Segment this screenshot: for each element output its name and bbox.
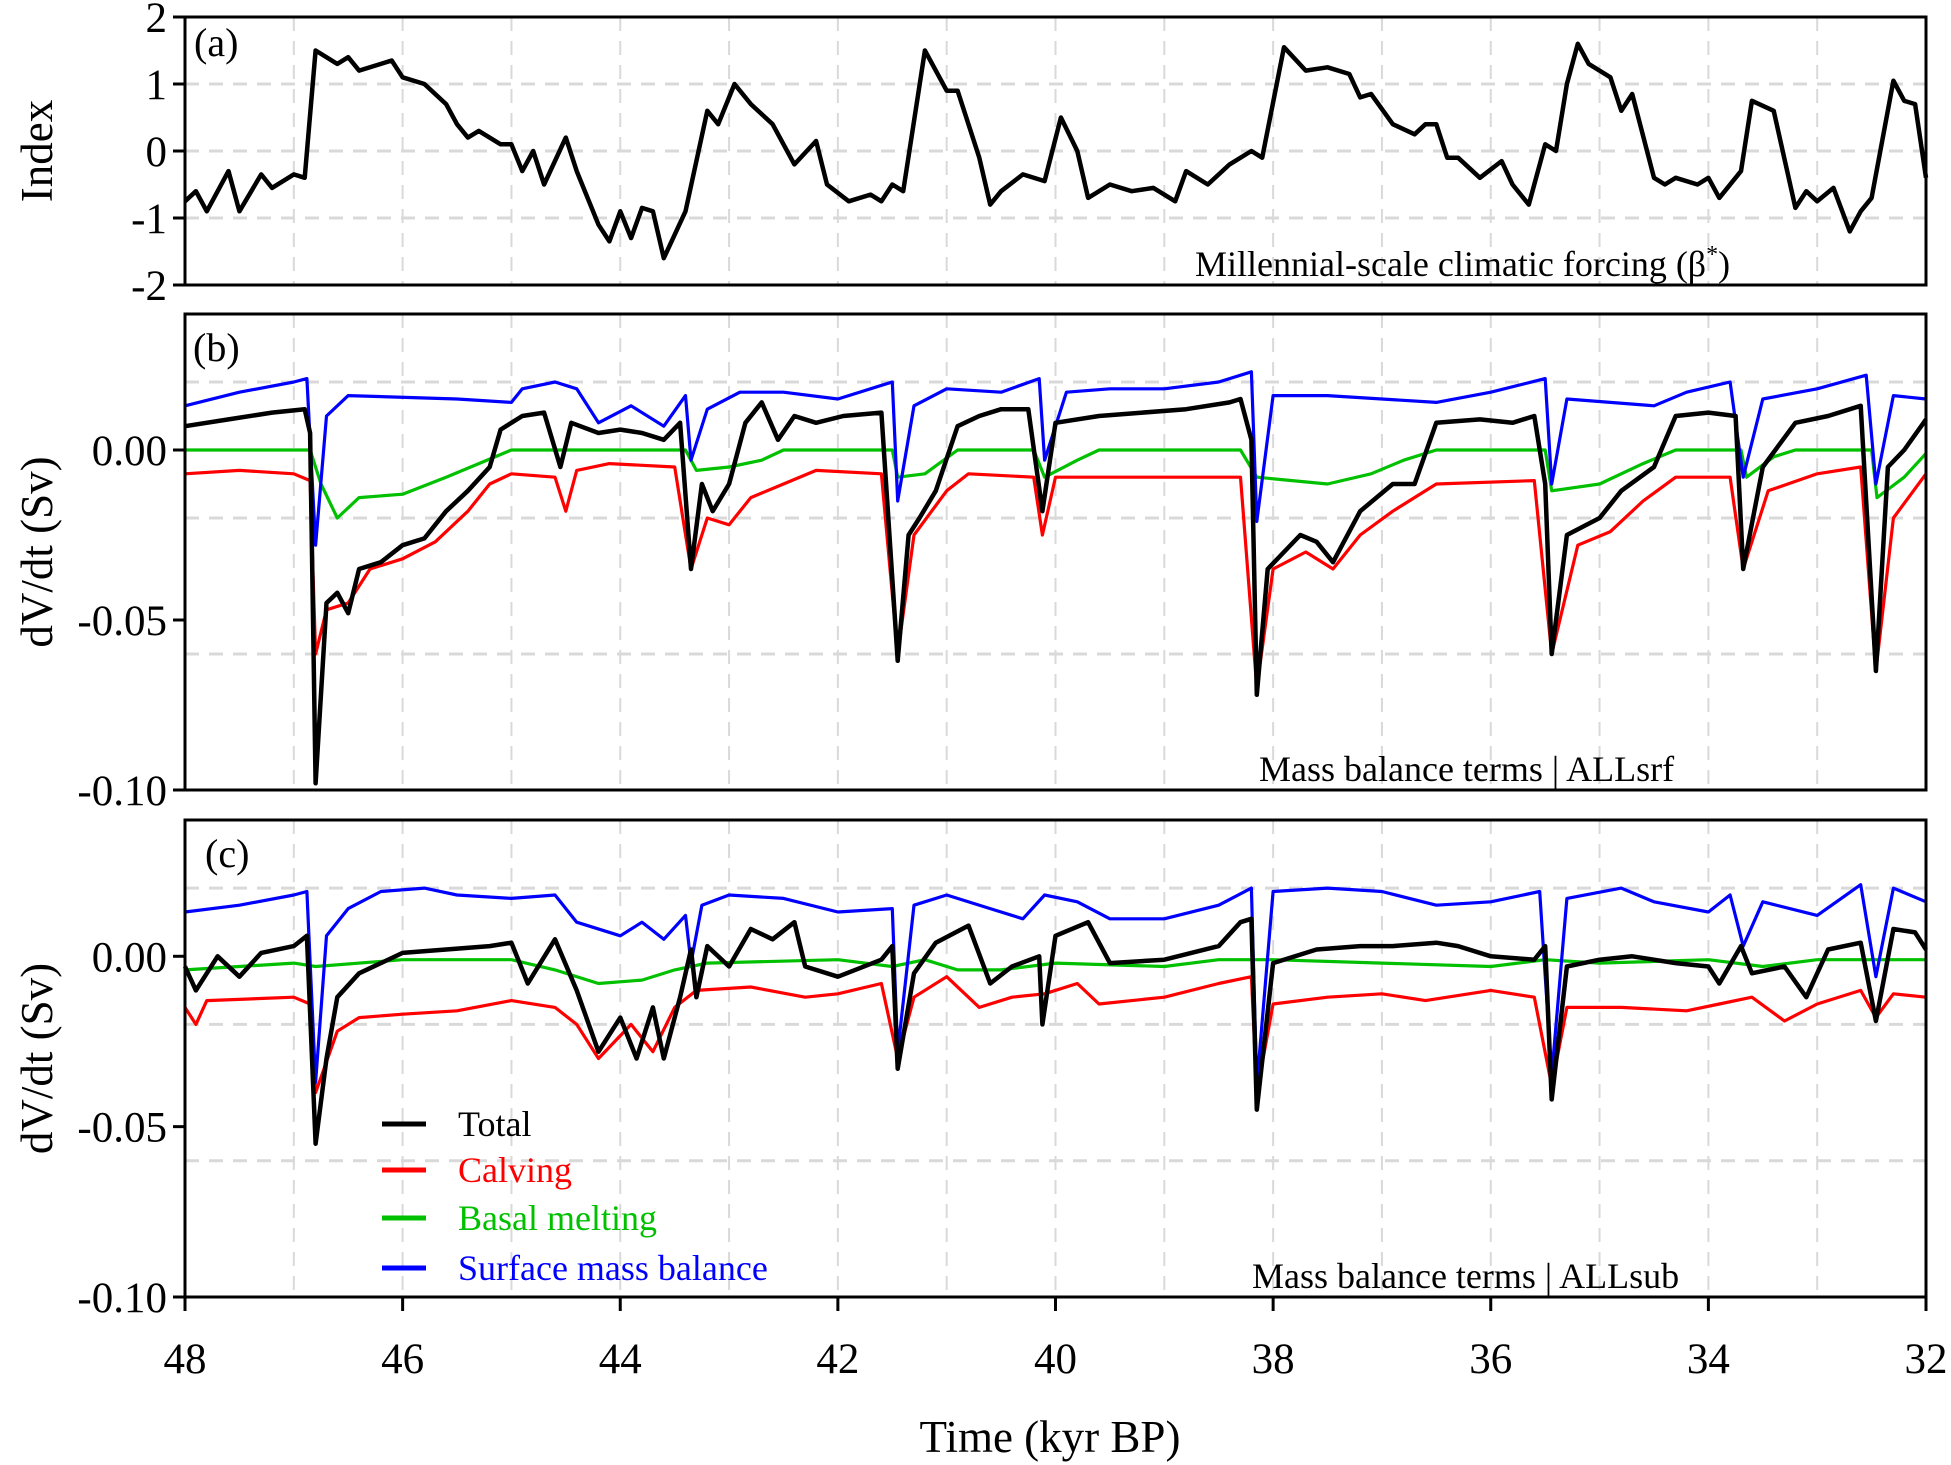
y-tick-label: 0.00 <box>92 934 167 981</box>
series-line-total <box>182 916 1928 1146</box>
x-axis-title: Time (kyr BP) <box>920 1412 1181 1462</box>
series-line-index <box>183 41 1929 261</box>
panel-annotation: Millennial-scale climatic forcing (β*) <box>1195 242 1730 284</box>
series-line-calving <box>183 975 1927 1095</box>
x-tick-label: 32 <box>1905 1336 1948 1383</box>
y-tick-label: 2 <box>146 0 168 42</box>
x-tick-label: 46 <box>381 1336 424 1383</box>
y-tick-label: 0.00 <box>92 428 167 475</box>
legend-label: Calving <box>458 1150 572 1190</box>
series-line-surface-mass-balance <box>184 883 1927 1088</box>
y-tick-label: -0.10 <box>77 1275 167 1322</box>
x-tick-label: 48 <box>164 1336 207 1383</box>
legend-label: Surface mass balance <box>458 1248 768 1288</box>
legend-label: Total <box>458 1104 531 1144</box>
x-tick-label: 38 <box>1252 1336 1295 1383</box>
legend: Total Calving Basal melting Surface mass ba… <box>382 1104 768 1288</box>
y-tick-label: -0.05 <box>77 1105 167 1152</box>
series-line-surface-mass-balance <box>184 370 1927 547</box>
y-tick-label: -0.10 <box>77 768 167 815</box>
panel-label: (b) <box>193 325 240 370</box>
series-line-total <box>184 396 1928 786</box>
x-tick-label: 42 <box>816 1336 859 1383</box>
panel-annotation: Mass balance terms | ALLsrf <box>1259 749 1674 789</box>
y-tick-label: -0.05 <box>77 598 167 645</box>
x-tick-label: 40 <box>1034 1336 1077 1383</box>
y-tick-label: 0 <box>146 129 168 176</box>
panel-b: 0.00 -0.05 -0.10 dV/dt (Sv) (b) Mass balance … <box>12 312 1928 815</box>
y-axis-title: dV/dt (Sv) <box>12 963 62 1154</box>
series-line-calving <box>184 462 1928 690</box>
panel-label: (c) <box>205 831 249 876</box>
series-line-basal-melting <box>185 448 1928 520</box>
panel-annotation: Mass balance terms | ALLsub <box>1252 1256 1679 1296</box>
x-tick-label: 36 <box>1469 1336 1512 1383</box>
x-tick-label: 44 <box>599 1336 642 1383</box>
y-tick-label: -1 <box>131 196 167 243</box>
y-axis-title: Index <box>12 100 62 202</box>
legend-label: Basal melting <box>458 1198 657 1238</box>
panel-label: (a) <box>194 20 238 65</box>
x-tick-label: 34 <box>1687 1336 1730 1383</box>
panel-a: 2 1 0 -1 -2 Index (a) Millennial-scale climatic… <box>12 0 1929 310</box>
y-axis-title: dV/dt (Sv) <box>12 456 62 647</box>
plot-frame <box>183 312 1928 792</box>
y-tick-label: -2 <box>131 263 167 310</box>
panel-c: 0.00 -0.05 -0.10 dV/dt (Sv) (c) Mass balance … <box>12 818 1948 1383</box>
y-tick-label: 1 <box>146 62 168 109</box>
